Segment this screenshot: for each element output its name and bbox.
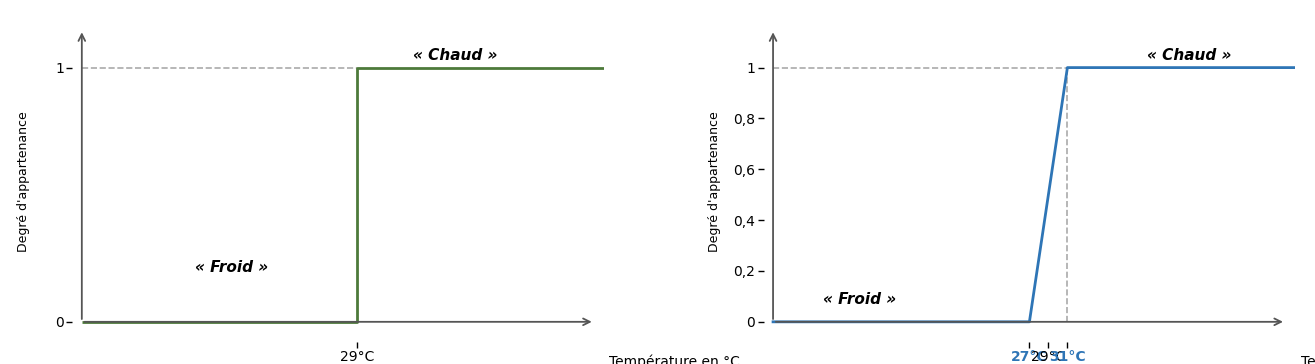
Text: Température en °C: Température en °C (609, 355, 740, 364)
Text: « Froid »: « Froid » (196, 260, 268, 275)
Text: Degré d'appartenance: Degré d'appartenance (707, 112, 721, 252)
Text: « Froid »: « Froid » (823, 292, 896, 307)
Text: « Chaud »: « Chaud » (1147, 48, 1231, 63)
Text: « Chaud »: « Chaud » (413, 48, 497, 63)
Text: Degré d'appartenance: Degré d'appartenance (17, 112, 30, 252)
Text: Température en °C: Température en °C (1301, 355, 1315, 364)
